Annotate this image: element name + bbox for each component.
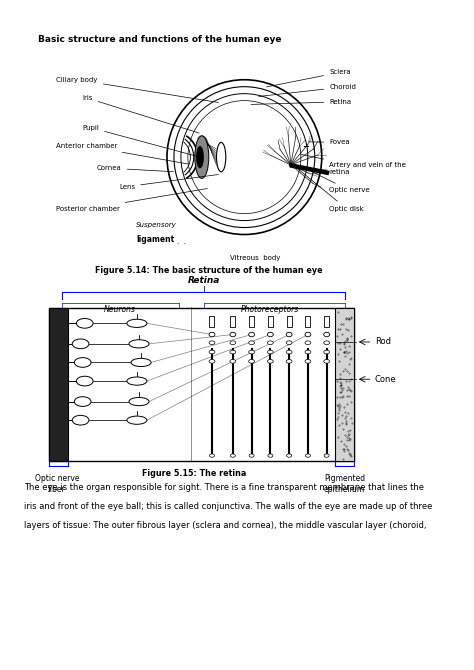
Ellipse shape [195, 136, 209, 178]
Text: Basic structure and functions of the human eye: Basic structure and functions of the hum… [38, 35, 282, 44]
Ellipse shape [230, 332, 236, 337]
Ellipse shape [305, 350, 311, 354]
Text: fiber: fiber [48, 485, 66, 494]
Ellipse shape [267, 341, 273, 344]
Text: iris and front of the eye ball; this is called conjunctiva. The walls of the eye: iris and front of the eye ball; this is … [24, 502, 432, 511]
Text: Photoreceptors: Photoreceptors [241, 305, 300, 314]
Ellipse shape [268, 454, 273, 457]
Text: layers of tissue: The outer fibrous layer (sclera and cornea), the middle vascul: layers of tissue: The outer fibrous laye… [24, 521, 426, 530]
Text: Optic nerve: Optic nerve [312, 172, 370, 193]
Text: Posterior chamber: Posterior chamber [56, 188, 207, 212]
FancyBboxPatch shape [230, 316, 235, 327]
Ellipse shape [230, 350, 236, 354]
Ellipse shape [286, 332, 292, 337]
Ellipse shape [74, 358, 91, 367]
FancyBboxPatch shape [287, 316, 292, 327]
Ellipse shape [127, 416, 147, 424]
Text: Figure 5.14: The basic structure of the human eye: Figure 5.14: The basic structure of the … [95, 267, 322, 275]
Ellipse shape [324, 350, 329, 354]
Text: Iris: Iris [82, 95, 199, 133]
Ellipse shape [127, 319, 147, 328]
Ellipse shape [209, 360, 215, 363]
Ellipse shape [76, 318, 93, 328]
FancyBboxPatch shape [324, 316, 329, 327]
Ellipse shape [127, 377, 147, 385]
FancyBboxPatch shape [210, 316, 214, 327]
Text: The eye is the organ responsible for sight. There is a fine transparent membrane: The eye is the organ responsible for sig… [24, 484, 424, 492]
Ellipse shape [249, 454, 254, 457]
Ellipse shape [286, 341, 292, 344]
Ellipse shape [324, 454, 329, 457]
Ellipse shape [287, 454, 292, 457]
Text: Suspensory: Suspensory [136, 222, 176, 228]
Ellipse shape [230, 360, 236, 363]
Ellipse shape [230, 454, 235, 457]
Text: Rod: Rod [374, 338, 391, 346]
Text: Pigmented: Pigmented [324, 474, 365, 483]
Text: Pupil: Pupil [82, 125, 197, 156]
Text: Choroid: Choroid [259, 84, 356, 96]
Text: Optic nerve: Optic nerve [35, 474, 79, 483]
Ellipse shape [209, 341, 215, 344]
Ellipse shape [305, 360, 311, 363]
Ellipse shape [129, 340, 149, 348]
Ellipse shape [286, 360, 292, 363]
Ellipse shape [129, 397, 149, 405]
Ellipse shape [72, 415, 89, 425]
Ellipse shape [131, 358, 151, 366]
Text: Cone: Cone [374, 375, 396, 384]
Text: Retina: Retina [187, 276, 220, 285]
Ellipse shape [249, 350, 255, 354]
Ellipse shape [249, 332, 255, 337]
Text: Ciliary body: Ciliary body [56, 77, 219, 103]
Text: Lens: Lens [119, 174, 219, 190]
Ellipse shape [267, 332, 273, 337]
Text: epithelium: epithelium [324, 485, 365, 494]
Ellipse shape [72, 339, 89, 348]
Ellipse shape [210, 454, 214, 457]
Text: Retina: Retina [251, 99, 351, 105]
Ellipse shape [74, 397, 91, 407]
Ellipse shape [209, 350, 215, 354]
Ellipse shape [324, 341, 329, 344]
FancyBboxPatch shape [249, 316, 254, 327]
Text: Cornea: Cornea [97, 165, 173, 172]
Text: Artery and vein of the
retina: Artery and vein of the retina [301, 154, 406, 175]
Text: Sclera: Sclera [266, 70, 351, 87]
FancyBboxPatch shape [268, 316, 273, 327]
Ellipse shape [197, 146, 203, 168]
Text: ·  ·: · · [177, 241, 186, 247]
FancyBboxPatch shape [49, 308, 68, 461]
Ellipse shape [267, 350, 273, 354]
Ellipse shape [209, 332, 215, 337]
Ellipse shape [305, 332, 311, 337]
Ellipse shape [305, 341, 311, 344]
Text: ligament: ligament [137, 235, 175, 244]
FancyBboxPatch shape [305, 316, 310, 327]
Text: Fovea: Fovea [309, 139, 350, 145]
Text: Anterior chamber: Anterior chamber [56, 143, 188, 164]
Ellipse shape [324, 332, 329, 337]
Ellipse shape [267, 360, 273, 363]
Ellipse shape [230, 341, 236, 344]
Ellipse shape [324, 360, 329, 363]
Text: Optic disk: Optic disk [293, 165, 364, 212]
Ellipse shape [249, 360, 255, 363]
Ellipse shape [305, 454, 310, 457]
FancyBboxPatch shape [335, 308, 354, 461]
Ellipse shape [249, 341, 255, 344]
Text: Neurons: Neurons [104, 305, 136, 314]
Ellipse shape [76, 377, 93, 386]
Ellipse shape [286, 350, 292, 354]
Text: Figure 5.15: The retina: Figure 5.15: The retina [142, 469, 246, 478]
Text: Vitreous  body: Vitreous body [230, 255, 281, 261]
